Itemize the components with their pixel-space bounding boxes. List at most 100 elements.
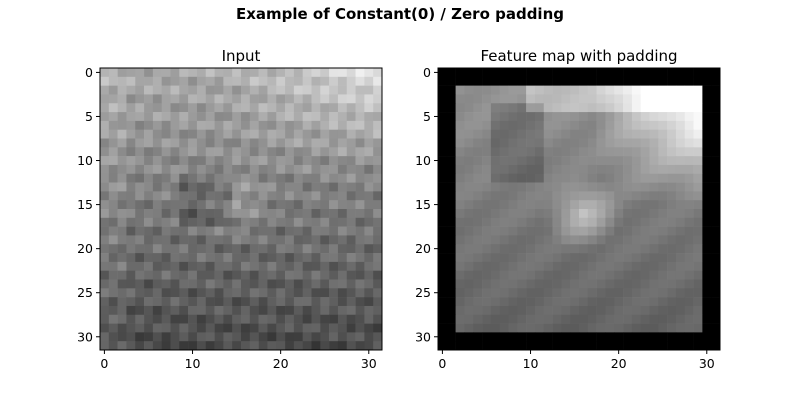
heatmap-cell: [223, 253, 233, 263]
heatmap-cell: [117, 288, 127, 298]
heatmap-cell: [152, 191, 162, 201]
heatmap-cell: [534, 138, 545, 148]
heatmap-cell: [552, 147, 562, 157]
heatmap-cell: [241, 94, 251, 104]
heatmap-cell: [614, 120, 624, 130]
heatmap-cell: [526, 94, 536, 104]
heatmap-cell: [482, 164, 492, 175]
heatmap-cell: [614, 164, 624, 175]
input-pixels: [100, 68, 383, 351]
heatmap-cell: [285, 138, 295, 148]
heatmap-cell: [373, 68, 383, 78]
heatmap-cell: [711, 253, 721, 263]
heatmap-cell: [623, 129, 633, 139]
heatmap-cell: [517, 341, 527, 351]
heatmap-cell: [455, 138, 465, 148]
heatmap-cell: [108, 200, 118, 210]
heatmap-cell: [667, 164, 677, 175]
heatmap-cell: [508, 323, 518, 333]
heatmap-cell: [196, 200, 207, 210]
heatmap-cell: [614, 323, 624, 333]
heatmap-cell: [693, 173, 703, 183]
heatmap-cell: [373, 112, 383, 122]
heatmap-cell: [373, 147, 383, 157]
heatmap-cell: [579, 191, 589, 201]
heatmap-cell: [100, 341, 110, 351]
heatmap-cell: [241, 288, 251, 298]
heatmap-cell: [438, 341, 448, 351]
heatmap-cell: [534, 200, 545, 210]
heatmap-cell: [508, 94, 518, 104]
heatmap-cell: [223, 164, 233, 175]
heatmap-cell: [561, 341, 571, 351]
heatmap-cell: [258, 200, 268, 210]
heatmap-cell: [587, 173, 597, 183]
heatmap-cell: [241, 314, 251, 324]
y-tick-label: 30: [77, 329, 93, 344]
heatmap-cell: [302, 85, 312, 95]
heatmap-cell: [355, 200, 365, 210]
heatmap-cell: [258, 94, 268, 104]
heatmap-cell: [658, 200, 668, 210]
heatmap-cell: [152, 297, 162, 307]
heatmap-cell: [144, 68, 154, 78]
heatmap-cell: [293, 129, 303, 139]
heatmap-cell: [337, 314, 348, 324]
heatmap-cell: [311, 68, 321, 78]
heatmap-cell: [438, 297, 448, 307]
heatmap-cell: [364, 341, 374, 351]
heatmap-cell: [631, 85, 641, 95]
heatmap-cell: [311, 209, 321, 219]
heatmap-cell: [693, 120, 703, 130]
heatmap-cell: [623, 253, 633, 263]
heatmap-cell: [649, 226, 659, 236]
heatmap-cell: [241, 200, 251, 210]
heatmap-cell: [258, 297, 268, 307]
heatmap-cell: [446, 297, 456, 307]
heatmap-cell: [320, 288, 330, 298]
heatmap-cell: [631, 270, 641, 280]
heatmap-cell: [631, 200, 641, 210]
heatmap-cell: [267, 200, 277, 210]
heatmap-cell: [482, 129, 492, 139]
heatmap-cell: [135, 200, 145, 210]
heatmap-cell: [285, 253, 295, 263]
heatmap-cell: [144, 244, 154, 254]
heatmap-cell: [188, 305, 198, 316]
heatmap-cell: [438, 173, 448, 183]
heatmap-cell: [293, 297, 303, 307]
heatmap-cell: [667, 332, 677, 342]
heatmap-cell: [329, 244, 339, 254]
heatmap-cell: [534, 191, 545, 201]
heatmap-cell: [596, 182, 606, 192]
heatmap-cell: [267, 209, 277, 219]
heatmap-cell: [561, 191, 571, 201]
heatmap-cell: [623, 217, 633, 227]
heatmap-cell: [667, 235, 677, 245]
heatmap-cell: [196, 323, 207, 333]
heatmap-cell: [517, 209, 527, 219]
heatmap-cell: [526, 235, 536, 245]
heatmap-cell: [302, 164, 312, 175]
heatmap-cell: [438, 270, 448, 280]
heatmap-cell: [702, 94, 712, 104]
heatmap-cell: [667, 191, 677, 201]
heatmap-cell: [364, 138, 374, 148]
heatmap-cell: [302, 103, 312, 113]
heatmap-cell: [675, 85, 686, 95]
heatmap-cell: [684, 200, 694, 210]
heatmap-cell: [517, 297, 527, 307]
heatmap-cell: [135, 209, 145, 219]
heatmap-cell: [517, 147, 527, 157]
heatmap-cell: [490, 235, 500, 245]
heatmap-cell: [649, 244, 659, 254]
heatmap-cell: [179, 76, 189, 86]
heatmap-cell: [596, 191, 606, 201]
heatmap-cell: [605, 173, 615, 183]
heatmap-cell: [667, 305, 677, 316]
heatmap-cell: [693, 226, 703, 236]
heatmap-cell: [526, 288, 536, 298]
heatmap-cell: [205, 305, 215, 316]
heatmap-cell: [258, 147, 268, 157]
heatmap-cell: [329, 261, 339, 271]
